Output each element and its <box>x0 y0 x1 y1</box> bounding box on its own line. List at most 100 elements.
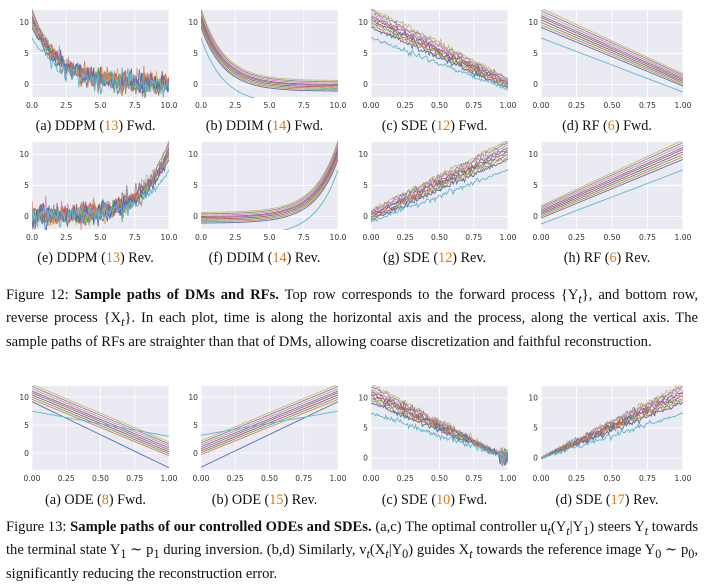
sample-path-line <box>201 27 338 92</box>
sample-path-line <box>201 151 338 220</box>
sample-path-line <box>201 396 338 454</box>
sample-path-line <box>371 36 508 91</box>
sample-path-line <box>371 393 508 465</box>
plot-fig12c: 0.00 0.25 0.50 0.75 1.00 0 5 10 <box>357 8 517 111</box>
x-tick-label: 1.00 <box>675 101 692 110</box>
x-tick-label: 0.0 <box>195 101 207 110</box>
sample-path-line <box>541 156 683 217</box>
sample-path-line <box>201 17 338 86</box>
sample-path-line <box>541 142 683 208</box>
x-tick-label: 5.0 <box>94 101 106 110</box>
subcaption-fig13c: (c) SDE (10) Fwd. <box>381 492 488 508</box>
sample-path-line <box>541 15 683 79</box>
x-tick-label: 0.00 <box>533 101 550 110</box>
x-tick-label: 10.0 <box>330 101 347 110</box>
figure-12-caption: Figure 12: Sample paths of DMs and RFs. … <box>6 287 698 350</box>
x-tick-label: 0.50 <box>92 474 109 483</box>
x-tick-label: 7.5 <box>298 101 310 110</box>
plot-fig12h: 0.00 0.25 0.50 0.75 1.00 0 5 10 <box>527 140 692 243</box>
x-tick-label: 10.0 <box>161 233 178 242</box>
y-tick-label: 10 <box>358 150 368 159</box>
y-tick-label: 0 <box>533 80 538 89</box>
x-tick-label: 5.0 <box>263 101 275 110</box>
x-tick-label: 0.00 <box>363 101 380 110</box>
y-tick-label: 10 <box>358 394 368 403</box>
sample-path-line <box>541 151 683 214</box>
y-tick-label: 5 <box>193 181 198 190</box>
y-tick-label: 0 <box>363 80 368 89</box>
y-tick-label: 5 <box>533 181 538 190</box>
sample-path-line <box>371 147 508 214</box>
y-tick-label: 5 <box>193 49 198 58</box>
y-tick-label: 0 <box>193 80 198 89</box>
x-tick-label: 0.75 <box>295 474 312 483</box>
y-tick-label: 5 <box>363 424 368 433</box>
sample-path-line <box>541 401 683 459</box>
x-tick-label: 1.00 <box>330 474 347 483</box>
sample-path-line <box>371 144 508 214</box>
sample-path-line <box>201 10 338 83</box>
sample-path-line <box>201 399 338 456</box>
plot-fig13b: 0.00 0.25 0.50 0.75 1.00 0 5 10 <box>187 384 347 484</box>
plot-fig12d: 0.00 0.25 0.50 0.75 1.00 0 5 10 <box>527 8 692 111</box>
sample-path-line <box>541 22 683 84</box>
sample-path-line <box>541 169 683 225</box>
sample-path-line <box>371 15 508 83</box>
sample-path-line <box>541 26 683 87</box>
y-tick-label: 10 <box>528 394 538 403</box>
x-tick-label: 2.5 <box>60 101 72 110</box>
x-tick-label: 7.5 <box>129 233 141 242</box>
sample-path-line <box>541 17 683 81</box>
sample-path-line <box>371 168 508 222</box>
x-tick-label: 0.25 <box>227 474 244 483</box>
y-tick-label: 10 <box>358 18 368 27</box>
subcaption-fig12a: (a) DDPM (13) Fwd. <box>35 118 156 134</box>
subcaption-fig12g: (g) SDE (12) Rev. <box>382 250 487 266</box>
plot-fig12f: 0.0 2.5 5.0 7.5 10.0 0 5 10 <box>187 140 347 243</box>
y-tick-label: 10 <box>19 393 29 402</box>
plot-fig12g: 0.00 0.25 0.50 0.75 1.00 0 5 10 <box>357 140 517 243</box>
x-tick-label: 1.00 <box>500 101 517 110</box>
sample-path-line <box>32 169 169 229</box>
y-tick-label: 10 <box>19 18 29 27</box>
subcaption-fig13b: (b) ODE (15) Rev. <box>211 492 318 508</box>
x-tick-label: 5.0 <box>94 233 106 242</box>
x-tick-label: 2.5 <box>60 233 72 242</box>
x-tick-label: 0.00 <box>24 474 41 483</box>
subcaption-fig12f: (f) DDIM (14) Rev. <box>208 250 321 266</box>
sample-path-line <box>201 410 338 436</box>
subcaption-fig12c: (c) SDE (12) Fwd. <box>381 118 488 134</box>
sample-path-line <box>371 412 508 463</box>
sample-path-line <box>32 392 169 451</box>
sample-path-line <box>541 19 683 82</box>
x-tick-label: 0.00 <box>533 233 550 242</box>
sample-path-line <box>32 396 169 455</box>
x-tick-label: 0.00 <box>363 233 380 242</box>
sample-path-line <box>201 144 338 216</box>
sample-path-line <box>32 151 169 225</box>
sample-path-line <box>541 144 683 210</box>
sample-path-line <box>32 401 169 469</box>
sample-path-line <box>201 388 338 446</box>
x-tick-label: 0.25 <box>568 101 585 110</box>
x-tick-label: 0.50 <box>431 233 448 242</box>
x-tick-label: 0.50 <box>431 474 448 483</box>
y-tick-label: 0 <box>24 449 29 458</box>
sample-path-line <box>32 390 169 449</box>
sample-path-line <box>371 26 508 89</box>
y-tick-label: 0 <box>533 454 538 463</box>
y-tick-label: 5 <box>24 49 29 58</box>
sample-path-line <box>371 9 508 81</box>
x-tick-label: 0.0 <box>26 101 38 110</box>
sample-path-line <box>32 386 169 445</box>
sample-path-line <box>201 386 338 444</box>
sample-path-line <box>201 22 338 89</box>
x-tick-label: 1.00 <box>161 474 178 483</box>
y-tick-label: 10 <box>528 18 538 27</box>
subcaption-fig13a: (a) ODE (8) Fwd. <box>45 492 146 508</box>
sample-path-line <box>541 149 683 213</box>
x-tick-label: 0.25 <box>568 474 585 483</box>
x-tick-label: 0.75 <box>639 474 656 483</box>
sample-path-line <box>32 37 169 98</box>
sample-path-line <box>201 12 338 84</box>
